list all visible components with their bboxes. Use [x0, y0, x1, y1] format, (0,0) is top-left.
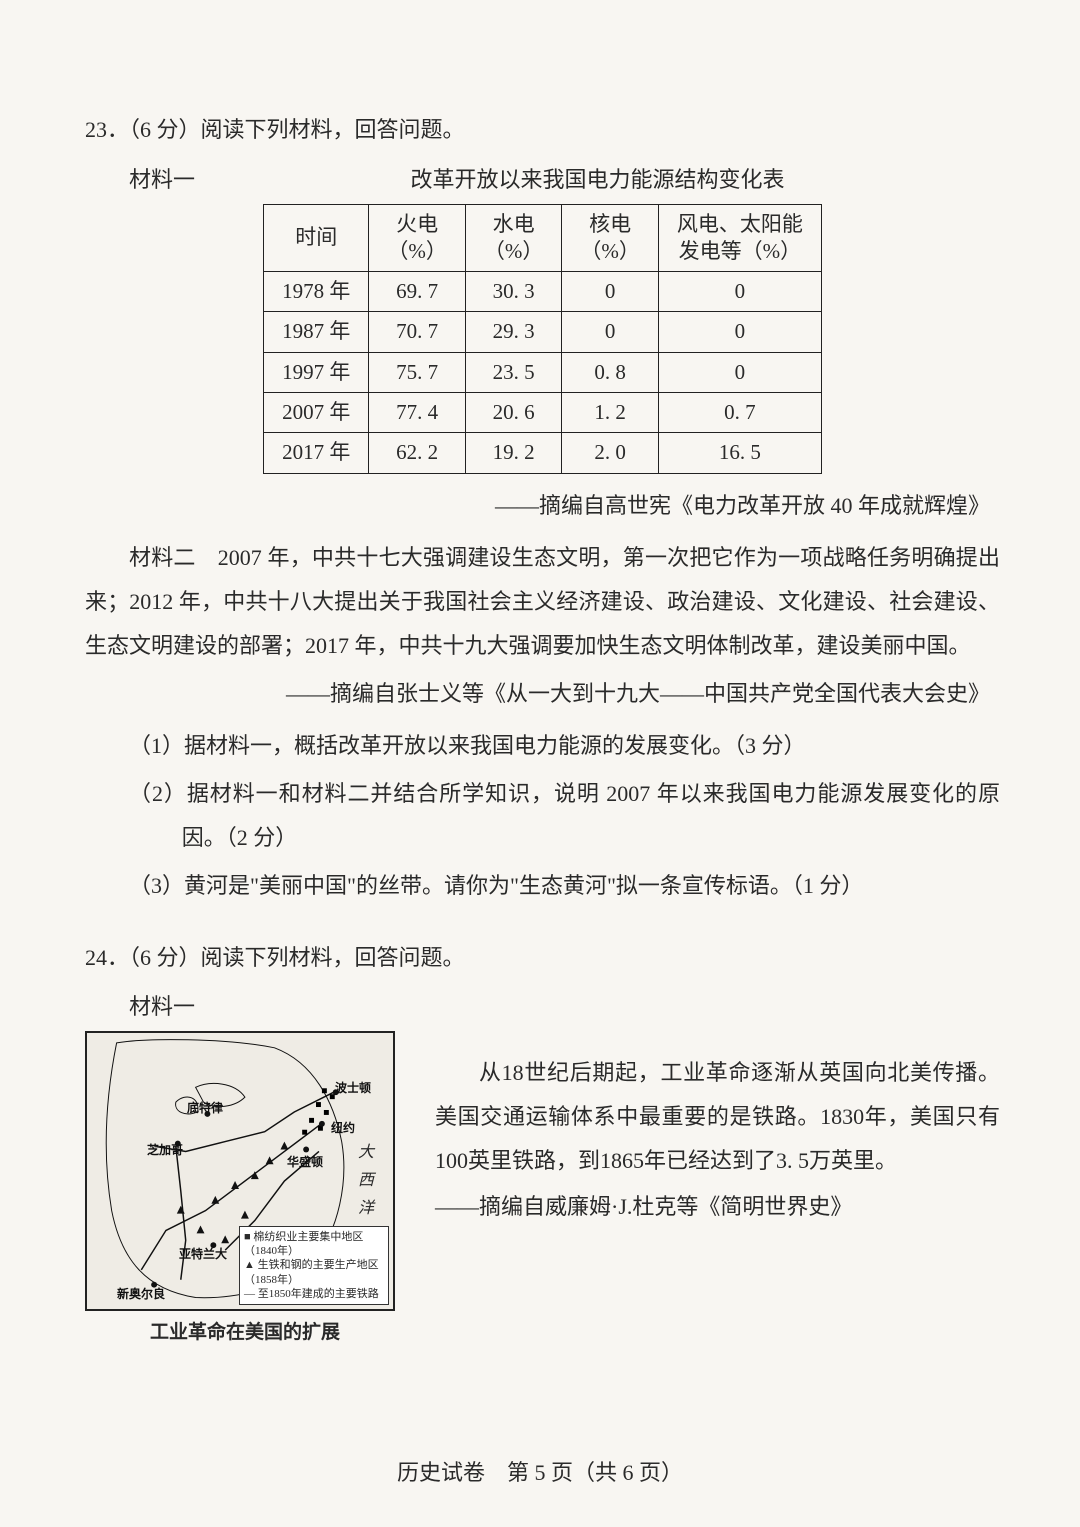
- cell: 1978 年: [264, 272, 369, 312]
- q23-sub1: （1）据材料一，概括改革开放以来我国电力能源的发展变化。（3 分）: [85, 724, 1000, 768]
- cell: 30. 3: [465, 272, 562, 312]
- q23-cite2: ——摘编自张士义等《从一大到十九大——中国共产党全国代表大会史》: [85, 676, 1000, 708]
- q24-material1-label: 材料一: [85, 989, 1000, 1021]
- map-caption: 工业革命在美国的扩展: [85, 1317, 405, 1344]
- th-time: 时间: [264, 204, 369, 272]
- map-box: 波士顿 纽约 华盛顿 底特律 芝加哥 亚特兰大 新奥尔良 大 西 洋 ■ 棉纺织…: [85, 1031, 405, 1344]
- q24-cite: ——摘编自威廉姆·J.杜克等《简明世界史》: [435, 1189, 1000, 1221]
- th-wind-l1: 风电、太阳能: [677, 211, 803, 238]
- map-label-boston: 波士顿: [335, 1079, 371, 1096]
- th-fire: 火电 （%）: [369, 204, 466, 272]
- map-frame: 波士顿 纽约 华盛顿 底特律 芝加哥 亚特兰大 新奥尔良 大 西 洋 ■ 棉纺织…: [85, 1031, 395, 1311]
- cell: 16. 5: [658, 433, 821, 473]
- map-label-ocean: 大 西 洋: [351, 1143, 375, 1219]
- q24-map-text: 从18世纪后期起，工业革命逐渐从英国向北美传播。美国交通运输体系中最重要的是铁路…: [435, 1031, 1000, 1221]
- cell: 70. 7: [369, 312, 466, 352]
- th-time-l1: 时间: [282, 224, 350, 251]
- th-nuclear-l1: 核电: [580, 211, 640, 238]
- th-nuclear: 核电 （%）: [562, 204, 659, 272]
- map-label-chicago: 芝加哥: [147, 1141, 183, 1158]
- cell: 0: [562, 312, 659, 352]
- th-hydro: 水电 （%）: [465, 204, 562, 272]
- q24-map-section: 波士顿 纽约 华盛顿 底特律 芝加哥 亚特兰大 新奥尔良 大 西 洋 ■ 棉纺织…: [85, 1031, 1000, 1344]
- cell: 62. 2: [369, 433, 466, 473]
- cell: 0: [562, 272, 659, 312]
- cell: 69. 7: [369, 272, 466, 312]
- legend-line: ■ 棉纺织业主要集中地区（1840年）: [244, 1230, 384, 1259]
- table-header-row: 时间 火电 （%） 水电 （%） 核电 （%） 风电、太阳能 发电等（%）: [264, 204, 822, 272]
- map-label-neworleans: 新奥尔良: [117, 1285, 165, 1302]
- q23-cite1: ——摘编自高世宪《电力改革开放 40 年成就辉煌》: [85, 488, 1000, 520]
- cell: 0: [658, 312, 821, 352]
- cell: 1987 年: [264, 312, 369, 352]
- q23-data-table: 时间 火电 （%） 水电 （%） 核电 （%） 风电、太阳能 发电等（%）: [263, 204, 822, 474]
- page-footer: 历史试卷 第 5 页（共 6 页）: [0, 1455, 1080, 1487]
- table-row: 1978 年 69. 7 30. 3 0 0: [264, 272, 822, 312]
- cell: 2. 0: [562, 433, 659, 473]
- legend-line: — 至1850年建成的主要铁路: [244, 1287, 384, 1301]
- map-legend: ■ 棉纺织业主要集中地区（1840年） ▲ 生铁和钢的主要生产地区（1858年）…: [239, 1226, 389, 1305]
- cell: 23. 5: [465, 352, 562, 392]
- cell: 2017 年: [264, 433, 369, 473]
- q23-sub3: （3）黄河是"美丽中国"的丝带。请你为"生态黄河"拟一条宣传标语。（1 分）: [85, 864, 1000, 908]
- th-wind: 风电、太阳能 发电等（%）: [658, 204, 821, 272]
- cell: 1997 年: [264, 352, 369, 392]
- map-label-detroit: 底特律: [187, 1099, 223, 1116]
- table-row: 1987 年 70. 7 29. 3 0 0: [264, 312, 822, 352]
- q24-para: 从18世纪后期起，工业革命逐渐从英国向北美传播。美国交通运输体系中最重要的是铁路…: [435, 1051, 1000, 1183]
- th-wind-l2: 发电等（%）: [677, 238, 803, 265]
- cell: 2007 年: [264, 393, 369, 433]
- q23-table-title: 改革开放以来我国电力能源结构变化表: [195, 162, 1000, 194]
- q23-material2-text: 材料二 2007 年，中共十七大强调建设生态文明，第一次把它作为一项战略任务明确…: [85, 536, 1000, 668]
- cell: 19. 2: [465, 433, 562, 473]
- table-row: 2017 年 62. 2 19. 2 2. 0 16. 5: [264, 433, 822, 473]
- th-hydro-l2: （%）: [484, 238, 544, 265]
- map-label-newyork: 纽约: [331, 1119, 355, 1136]
- q23-material1-label: 材料一: [85, 162, 195, 194]
- th-hydro-l1: 水电: [484, 211, 544, 238]
- cell: 0: [658, 272, 821, 312]
- cell: 1. 2: [562, 393, 659, 433]
- th-nuclear-l2: （%）: [580, 238, 640, 265]
- cell: 29. 3: [465, 312, 562, 352]
- q23-sub2: （2）据材料一和材料二并结合所学知识，说明 2007 年以来我国电力能源发展变化…: [85, 772, 1000, 860]
- q24-header: 24．（6 分）阅读下列材料，回答问题。: [85, 938, 1000, 978]
- th-fire-l2: （%）: [387, 238, 447, 265]
- map-label-washington: 华盛顿: [287, 1153, 323, 1170]
- question-24: 24．（6 分）阅读下列材料，回答问题。 材料一: [85, 938, 1000, 1345]
- th-fire-l1: 火电: [387, 211, 447, 238]
- cell: 0. 8: [562, 352, 659, 392]
- table-row: 1997 年 75. 7 23. 5 0. 8 0: [264, 352, 822, 392]
- q23-material1-row: 材料一 改革开放以来我国电力能源结构变化表: [85, 162, 1000, 194]
- question-23: 23．（6 分）阅读下列材料，回答问题。 材料一 改革开放以来我国电力能源结构变…: [85, 110, 1000, 908]
- table-row: 2007 年 77. 4 20. 6 1. 2 0. 7: [264, 393, 822, 433]
- cell: 0. 7: [658, 393, 821, 433]
- cell: 20. 6: [465, 393, 562, 433]
- legend-line: ▲ 生铁和钢的主要生产地区（1858年）: [244, 1258, 384, 1287]
- cell: 77. 4: [369, 393, 466, 433]
- q23-header: 23．（6 分）阅读下列材料，回答问题。: [85, 110, 1000, 150]
- cell: 75. 7: [369, 352, 466, 392]
- map-label-atlanta: 亚特兰大: [179, 1245, 227, 1262]
- cell: 0: [658, 352, 821, 392]
